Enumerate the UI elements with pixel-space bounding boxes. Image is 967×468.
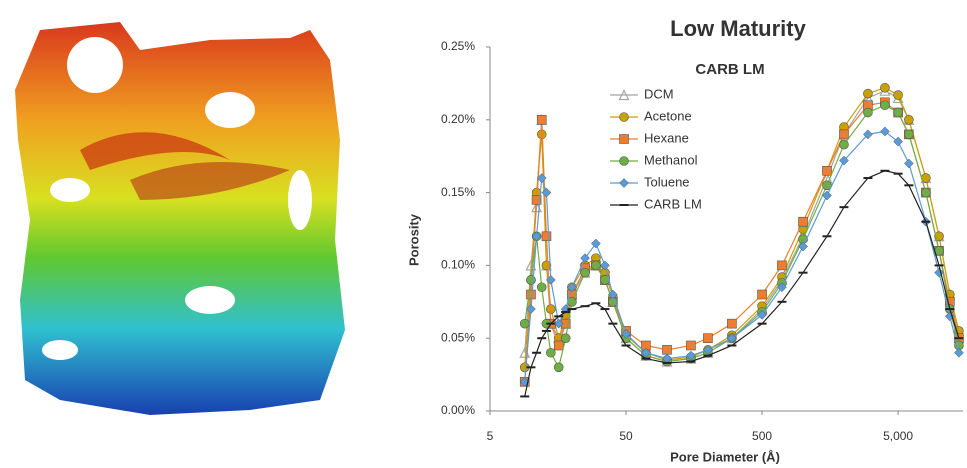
marker (727, 333, 737, 344)
legend-label: CARB LM (644, 196, 702, 211)
marker (567, 282, 577, 293)
marker (777, 282, 787, 293)
marker (880, 82, 890, 93)
marker (526, 289, 536, 300)
marker (727, 318, 737, 329)
legend-label: Toluene (644, 174, 690, 189)
marker (641, 347, 651, 358)
legend-label: Acetone (644, 108, 692, 123)
marker (822, 190, 832, 201)
marker (621, 328, 631, 339)
chart-title: Low Maturity (670, 16, 806, 41)
marker (798, 216, 808, 227)
y-tick-label: 0.00% (441, 403, 475, 417)
series-line (524, 130, 960, 382)
chart: Low Maturity CARB LM Pore Diameter (Å) P… (406, 16, 965, 464)
marker (662, 345, 672, 355)
marker (839, 155, 849, 166)
marker (839, 129, 849, 140)
marker (536, 173, 547, 183)
marker (526, 275, 536, 285)
marker (619, 156, 629, 166)
marker (591, 260, 601, 271)
marker (580, 253, 590, 263)
marker (863, 129, 873, 140)
marker (934, 267, 944, 278)
marker (893, 136, 903, 147)
marker (619, 134, 629, 144)
marker (686, 340, 696, 351)
series (519, 126, 964, 387)
marker (863, 107, 873, 118)
marker (954, 347, 964, 358)
marker (553, 340, 564, 351)
y-tick-label: 0.25% (441, 39, 475, 53)
x-axis-label: Pore Diameter (Å) (670, 449, 780, 464)
marker (619, 178, 629, 188)
marker (822, 165, 832, 176)
marker (757, 289, 767, 300)
marker (541, 231, 552, 242)
series (520, 169, 964, 398)
marker (893, 107, 903, 118)
marker (944, 311, 955, 322)
legend-label: Hexane (644, 130, 689, 145)
marker (546, 347, 556, 358)
y-tick-label: 0.10% (441, 258, 475, 272)
legend-label: Methanol (644, 152, 698, 167)
marker (619, 112, 629, 122)
marker (777, 260, 787, 271)
chart-subtitle: CARB LM (695, 61, 764, 78)
marker (580, 267, 590, 278)
marker (600, 260, 610, 271)
marker (560, 333, 571, 344)
marker (531, 195, 542, 205)
y-tick-label: 0.15% (441, 185, 475, 199)
y-tick-label: 0.05% (441, 330, 475, 344)
x-tick-label: 500 (752, 429, 772, 443)
marker (541, 187, 552, 198)
marker (863, 88, 873, 99)
legend-label: DCM (644, 86, 674, 101)
marker (880, 126, 890, 137)
marker (531, 231, 542, 242)
marker (545, 275, 556, 285)
series-line (524, 101, 960, 382)
y-tick-label: 0.20% (441, 112, 475, 126)
marker (553, 362, 564, 373)
marker (607, 289, 618, 300)
marker (703, 344, 713, 355)
marker (541, 260, 552, 271)
series-line (524, 90, 960, 363)
marker (536, 115, 547, 125)
marker (880, 100, 890, 111)
marker (904, 158, 914, 169)
marker (618, 89, 630, 101)
x-tick-label: 50 (619, 429, 633, 443)
series-line (524, 87, 960, 368)
marker (839, 139, 849, 150)
marker (904, 129, 914, 140)
marker (757, 310, 767, 320)
marker (921, 187, 931, 198)
x-tick-label: 5 (487, 429, 494, 443)
series-line (524, 170, 960, 397)
y-axis-label: Porosity (406, 213, 421, 266)
marker (519, 318, 530, 329)
marker (536, 282, 547, 293)
marker (553, 318, 564, 329)
marker (893, 90, 903, 100)
marker (703, 333, 713, 344)
marker (591, 238, 601, 249)
pore-network-render (15, 22, 345, 415)
x-tick-label: 5,000 (883, 429, 913, 443)
marker (798, 241, 808, 252)
marker (526, 304, 536, 314)
series (519, 84, 965, 367)
marker (686, 350, 696, 361)
marker (904, 115, 914, 125)
